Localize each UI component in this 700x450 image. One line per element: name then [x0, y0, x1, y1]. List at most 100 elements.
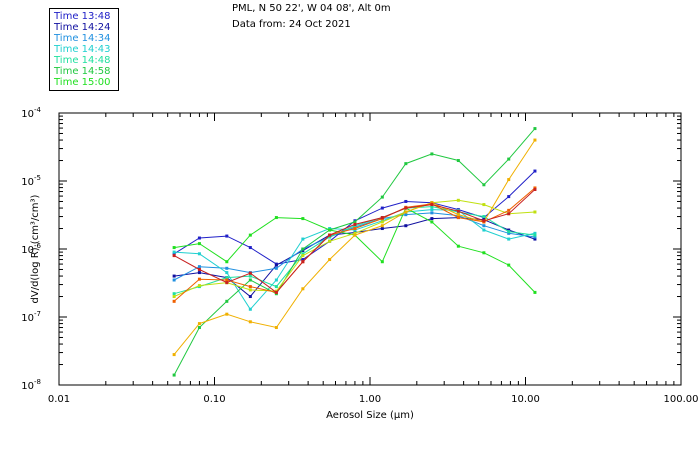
- data-point: [430, 220, 434, 224]
- data-point: [482, 228, 486, 232]
- series-line-9: [173, 187, 536, 302]
- data-point: [197, 252, 201, 256]
- data-point: [507, 230, 511, 234]
- data-point: [328, 228, 332, 232]
- data-point: [172, 373, 176, 377]
- data-point: [430, 217, 434, 221]
- data-point: [301, 252, 305, 256]
- data-point: [172, 250, 176, 254]
- data-point: [507, 231, 511, 235]
- data-point: [197, 322, 201, 326]
- legend-item: Time 14:24: [54, 22, 111, 33]
- data-point: [301, 249, 305, 253]
- data-point: [380, 260, 384, 264]
- x-tick-label: 0.10: [203, 394, 225, 405]
- legend-item: Time 14:58: [54, 66, 111, 77]
- data-point: [380, 224, 384, 228]
- data-point: [225, 278, 229, 282]
- data-point: [328, 233, 332, 237]
- data-point: [430, 203, 434, 207]
- data-point: [533, 210, 537, 214]
- data-point: [353, 222, 357, 226]
- data-point: [507, 228, 511, 232]
- data-point: [197, 236, 201, 240]
- data-point: [533, 237, 537, 241]
- data-point: [274, 216, 278, 220]
- data-point: [248, 295, 252, 299]
- data-point: [172, 278, 176, 282]
- data-point: [225, 299, 229, 303]
- data-point: [482, 215, 486, 219]
- data-point: [507, 237, 511, 241]
- data-point: [482, 219, 486, 223]
- data-point: [328, 235, 332, 239]
- y-tick-label: 10-7: [21, 310, 41, 324]
- data-point: [301, 287, 305, 291]
- data-point: [430, 205, 434, 209]
- y-axis-label: dV/d(log R) (cm³/cm³): [30, 194, 41, 303]
- data-point: [533, 233, 537, 237]
- y-tick-label: 10-4: [21, 106, 41, 120]
- data-point: [172, 274, 176, 278]
- data-point: [353, 228, 357, 232]
- data-point: [533, 187, 537, 191]
- x-tick-label: 100.00: [664, 394, 699, 405]
- data-point: [507, 195, 511, 199]
- legend-item: Time 15:00: [54, 77, 111, 88]
- y-tick-label: 10-6: [21, 242, 41, 256]
- data-point: [197, 271, 201, 275]
- data-point: [225, 281, 229, 285]
- data-point: [197, 267, 201, 271]
- data-point: [172, 299, 176, 303]
- data-point: [482, 224, 486, 228]
- data-point: [197, 326, 201, 330]
- data-point: [301, 258, 305, 262]
- data-point: [248, 307, 252, 311]
- data-point: [274, 326, 278, 330]
- y-tick-label: 10-5: [21, 174, 41, 188]
- data-point: [225, 260, 229, 264]
- data-point: [353, 220, 357, 224]
- data-point: [482, 251, 486, 255]
- legend-item: Time 13:48: [54, 11, 111, 22]
- data-point: [225, 271, 229, 275]
- axis-layer: 0.01 0.10 1.00 10.00 100.00 10-8 10-7 10-6 10-5 1…: [21, 106, 698, 405]
- data-point: [533, 231, 537, 235]
- date-header: Data from: 24 Oct 2021: [232, 19, 351, 30]
- x-tick-label: 0.01: [48, 394, 70, 405]
- data-point: [430, 211, 434, 215]
- data-point: [248, 246, 252, 250]
- data-point: [274, 278, 278, 282]
- data-point: [533, 169, 537, 173]
- data-point: [482, 203, 486, 207]
- data-point: [248, 233, 252, 237]
- data-point: [197, 265, 201, 269]
- data-point: [225, 266, 229, 270]
- data-point: [172, 353, 176, 357]
- data-point: [533, 127, 537, 131]
- data-point: [301, 247, 305, 251]
- data-point: [197, 242, 201, 246]
- data-point: [456, 209, 460, 213]
- data-point: [172, 292, 176, 296]
- legend-item: Time 14:48: [54, 55, 111, 66]
- data-point: [274, 285, 278, 289]
- data-point: [507, 157, 511, 161]
- data-point: [380, 216, 384, 220]
- location-header: PML, N 50 22', W 04 08', Alt 0m: [232, 3, 391, 14]
- data-point: [430, 152, 434, 156]
- data-point: [404, 199, 408, 203]
- plot-frame: [58, 112, 682, 386]
- x-tick-label: 10.00: [511, 394, 540, 405]
- data-point: [380, 220, 384, 224]
- data-point: [353, 227, 357, 231]
- data-point: [533, 138, 537, 142]
- data-point: [301, 260, 305, 264]
- data-point: [172, 254, 176, 258]
- data-point: [197, 284, 201, 288]
- data-point: [301, 237, 305, 241]
- y-tick-label: 10-8: [21, 378, 41, 392]
- x-tick-label: 1.00: [359, 394, 381, 405]
- data-point: [328, 239, 332, 243]
- data-point: [225, 312, 229, 316]
